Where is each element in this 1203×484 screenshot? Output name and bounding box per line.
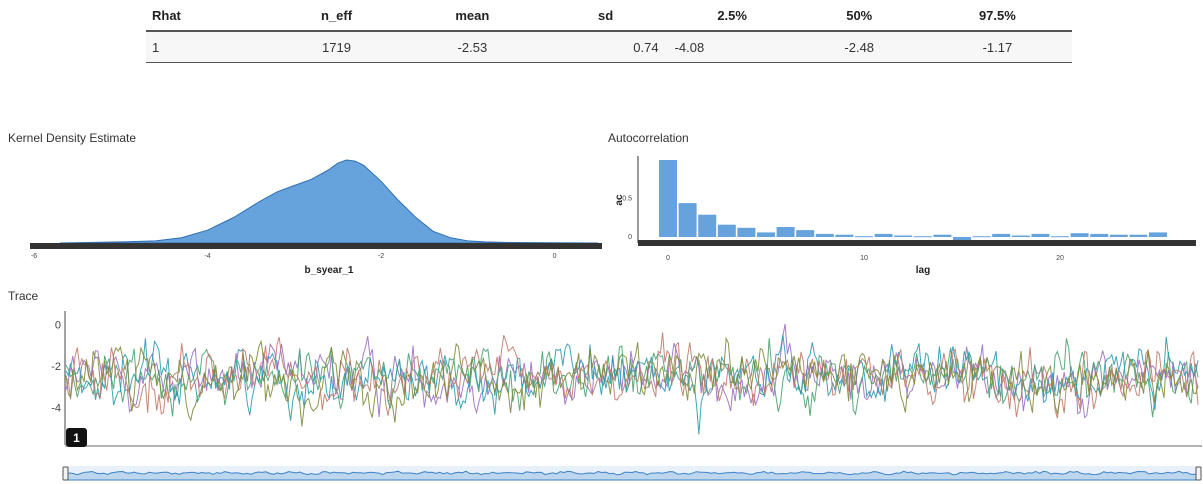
acf-bar [737, 227, 756, 237]
density-title: Kernel Density Estimate [8, 131, 137, 145]
trace-y-tick-label: -4 [51, 403, 61, 415]
density-x-tick-label: -4 [204, 253, 210, 260]
density-x-tick-label: -6 [31, 253, 37, 260]
acf-bar [1149, 232, 1167, 237]
acf-y-axis-label: ac [614, 194, 625, 206]
cell-n-eff: 1719 [270, 31, 403, 63]
acf-bar [933, 234, 952, 237]
acf-bar [894, 235, 913, 237]
trace-y-tick-label: 0 [55, 320, 61, 332]
acf-bar [992, 233, 1011, 237]
acf-bar [815, 233, 834, 237]
navigator-right-handle [1195, 466, 1202, 481]
trace-chain-line [65, 332, 1199, 419]
acf-bar [659, 160, 677, 237]
acf-bar [698, 214, 717, 237]
cell-q025: -4.08 [668, 31, 796, 63]
acf-bar [678, 203, 697, 237]
acf-bar [1070, 233, 1089, 237]
acf-bar [796, 230, 815, 237]
col-q975: 97.5% [922, 0, 1072, 32]
density-area [59, 159, 599, 244]
acf-bar [776, 227, 795, 237]
acf-bar [874, 233, 893, 237]
acf-axis-band [638, 240, 1196, 246]
density-axis-band [30, 243, 602, 249]
acf-bar [913, 236, 932, 238]
acf-bar [1011, 235, 1030, 237]
acf-bar [757, 232, 775, 237]
cell-rhat: 1 [146, 31, 271, 63]
navigator-left-handle [62, 466, 69, 481]
acf-x-tick-label: 20 [1056, 255, 1064, 262]
acf-bar [1129, 234, 1148, 237]
acf-bar [1031, 233, 1050, 237]
autocorrelation-title: Autocorrelation [608, 131, 689, 145]
col-q025: 2.5% [668, 0, 796, 32]
trace-y-tick-label: -2 [51, 361, 61, 373]
acf-x-tick-label: 0 [666, 255, 670, 262]
acf-bar [953, 237, 971, 241]
acf-bar [1051, 236, 1069, 238]
acf-bar [1090, 233, 1109, 237]
density-x-tick-label: -2 [378, 253, 384, 260]
col-mean: mean [402, 0, 543, 32]
trace-chart: 0 -2 -4 1 [51, 311, 1202, 447]
trace-selector-label: 1 [73, 431, 80, 445]
summary-table: Rhat n_eff mean sd 2.5% 50% 97.5% 1 1719… [146, 0, 1072, 63]
acf-x-axis-label: lag [916, 265, 930, 276]
col-n-eff: n_eff [270, 0, 403, 32]
autocorrelation-chart: 0 0.5 0 10 20 lag ac [614, 156, 1196, 276]
range-selector[interactable] [0, 458, 1203, 484]
trace-chain-line [65, 336, 1199, 427]
acf-bar [972, 236, 991, 238]
table-row: 1 1719 -2.53 0.74 -4.08 -2.48 -1.17 [146, 31, 1072, 63]
col-sd: sd [542, 0, 669, 32]
trace-title: Trace [8, 289, 39, 303]
density-x-tick-label: 0 [553, 253, 557, 260]
acf-y-tick-label: 0.5 [622, 196, 632, 203]
density-x-axis-label: b_syear_1 [305, 265, 354, 276]
acf-bar [835, 234, 854, 237]
acf-bar [855, 236, 873, 238]
summary-table-header: Rhat n_eff mean sd 2.5% 50% 97.5% [146, 0, 1072, 32]
cell-q50: -2.48 [795, 31, 923, 63]
cell-mean: -2.53 [402, 31, 543, 63]
trace-selector-label-box [66, 428, 87, 447]
acf-x-tick-label: 10 [860, 255, 868, 262]
trace-chain-line [65, 334, 1199, 435]
acf-y-tick-label: 0 [628, 234, 632, 241]
cell-q975: -1.17 [922, 31, 1072, 63]
density-chart: -6 -4 -2 0 b_syear_1 [30, 159, 602, 276]
acf-bar [1109, 234, 1128, 237]
acf-bar [717, 224, 736, 237]
col-q50: 50% [795, 0, 923, 32]
col-rhat: Rhat [146, 0, 271, 32]
cell-sd: 0.74 [542, 31, 669, 63]
navigator-series [65, 470, 1199, 481]
